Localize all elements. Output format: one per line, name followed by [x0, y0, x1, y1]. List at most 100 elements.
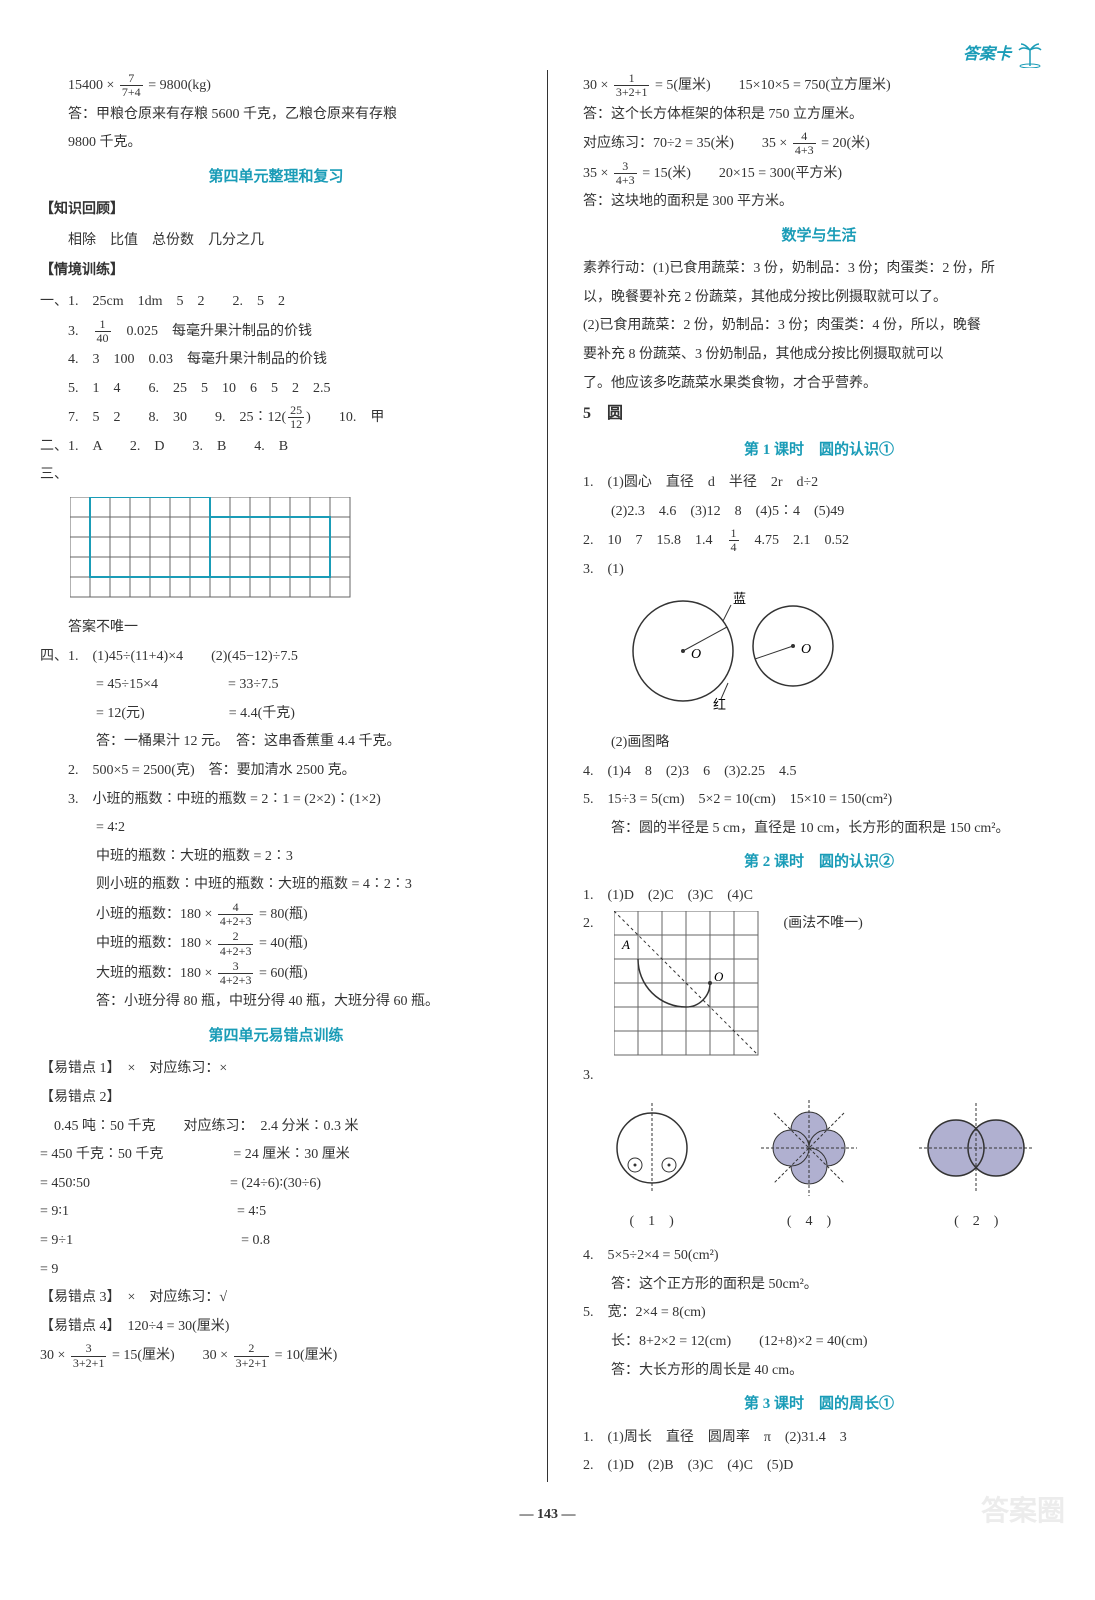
blank-2: ( 4 ) [754, 1209, 864, 1236]
text-line: = 12(元) = 4.4(千克) [40, 701, 512, 728]
text-line: 5. 15÷3 = 5(cm) 5×2 = 10(cm) 15×10 = 150… [583, 787, 1055, 814]
sub-heading: 【知识回顾】 [40, 197, 512, 224]
symmetry-diagrams: ( 1 ) ( 4 ) [583, 1098, 1055, 1235]
label-A: A [621, 937, 630, 952]
text-line: 答：甲粮仓原来有存粮 5600 千克，乙粮仓原来有存粮 [40, 102, 512, 129]
sym-fig-2: ( 4 ) [754, 1098, 864, 1235]
text-line: = 450 千克∶50 千克 = 24 厘米∶30 厘米 [40, 1142, 512, 1169]
text-line: 三、 [40, 462, 512, 489]
text-line: 答：这个正方形的面积是 50cm²。 [583, 1272, 1055, 1299]
text-line: (2)画图略 [583, 730, 1055, 757]
text-line: 一、1. 25cm 1dm 5 2 2. 5 2 [40, 289, 512, 316]
text-line: 2. 500×5 = 2500(克) 答：要加清水 2500 克。 [40, 758, 512, 785]
page-number: — 143 — [40, 1502, 1055, 1529]
text-line: 相除 比值 总份数 几分之几 [40, 228, 512, 255]
text-line: 要补充 8 份蔬菜、3 份奶制品，其他成分按比例摄取就可以 [583, 342, 1055, 369]
text-line: 1. (1)圆心 直径 d 半径 2r d÷2 [583, 470, 1055, 497]
text-line: 小班的瓶数：180 × 44+2+3 = 80(瓶) [40, 901, 512, 929]
text-line: 长：8+2×2 = 12(cm) (12+8)×2 = 40(cm) [583, 1329, 1055, 1356]
text-line: 3. 140 0.025 每毫升果汁制品的价钱 [40, 318, 512, 346]
label-o3: O [714, 969, 724, 984]
text-line: 1. (1)周长 直径 圆周率 π (2)31.4 3 [583, 1425, 1055, 1452]
sym-fig-1: ( 1 ) [597, 1098, 707, 1235]
text-line: 5. 1 4 6. 25 5 10 6 5 2 2.5 [40, 376, 512, 403]
unit-heading: 5 圆 [583, 399, 1055, 429]
sub-heading: 【情境训练】 [40, 258, 512, 285]
content-columns: 15400 × 77+4 = 9800(kg) 答：甲粮仓原来有存粮 5600 … [40, 70, 1055, 1482]
text-line: 答：这块地的面积是 300 平方米。 [583, 189, 1055, 216]
q2-row: 2. A O (画法不唯一) [583, 911, 1055, 1061]
text-line: 对应练习：70÷2 = 35(米) 35 × 44+3 = 20(米) [583, 130, 1055, 158]
text-line: 7. 5 2 8. 30 9. 25∶12(2512) 10. 甲 [40, 404, 512, 432]
text-line: 中班的瓶数∶大班的瓶数 = 2∶3 [40, 844, 512, 871]
text-line: 【易错点 3】 × 对应练习：√ [40, 1285, 512, 1312]
text-line: 答：大长方形的周长是 40 cm。 [583, 1358, 1055, 1385]
watermark: 答案圈 [981, 1485, 1065, 1538]
grid-spiral-diagram: A O [614, 911, 764, 1061]
text-line: 素养行动：(1)已食用蔬菜：3 份，奶制品：3 份；肉蛋类：2 份，所 [583, 256, 1055, 283]
column-divider [547, 70, 548, 1482]
text-line: 则小班的瓶数∶中班的瓶数∶大班的瓶数 = 4∶2∶3 [40, 872, 512, 899]
text-line: 30 × 13+2+1 = 5(厘米) 15×10×5 = 750(立方厘米) [583, 72, 1055, 100]
text-line: 答：圆的半径是 5 cm，直径是 10 cm，长方形的面积是 150 cm²。 [583, 816, 1055, 843]
label-o: O [691, 647, 701, 662]
section-title: 第 2 课时 圆的认识② [583, 848, 1055, 877]
grid-diagram-1 [70, 497, 512, 607]
header-logo: 答案卡 [963, 40, 1045, 70]
left-column: 15400 × 77+4 = 9800(kg) 答：甲粮仓原来有存粮 5600 … [40, 70, 512, 1482]
text-line: (2)2.3 4.6 (3)12 8 (4)5∶4 (5)49 [583, 499, 1055, 526]
section-title: 第四单元易错点训练 [40, 1022, 512, 1051]
text-line: 9800 千克。 [40, 130, 512, 157]
text-line: 30 × 33+2+1 = 15(厘米) 30 × 23+2+1 = 10(厘米… [40, 1342, 512, 1370]
two-circles-diagram: O O 蓝 红 [613, 591, 1055, 722]
label-red: 红 [713, 697, 726, 711]
text-line: = 450∶50 = (24÷6)∶(30÷6) [40, 1171, 512, 1198]
label-o2: O [801, 642, 811, 657]
q2-label: 2. [583, 911, 594, 1061]
text-line: 答：这个长方体框架的体积是 750 立方厘米。 [583, 102, 1055, 129]
label-blue: 蓝 [733, 591, 746, 606]
text-line: 【易错点 1】 × 对应练习：× [40, 1056, 512, 1083]
text-line: 【易错点 2】 [40, 1085, 512, 1112]
text-line: 了。他应该多吃蔬菜水果类食物，才合乎营养。 [583, 371, 1055, 398]
section-title: 第 3 课时 圆的周长① [583, 1390, 1055, 1419]
text-line: 以，晚餐要补充 2 份蔬菜，其他成分按比例摄取就可以了。 [583, 285, 1055, 312]
section-title: 数学与生活 [583, 222, 1055, 251]
right-column: 30 × 13+2+1 = 5(厘米) 15×10×5 = 750(立方厘米) … [583, 70, 1055, 1482]
text-line: 4. 5×5÷2×4 = 50(cm²) [583, 1243, 1055, 1270]
text-line: 2. 10 7 15.8 1.4 14 4.75 2.1 0.52 [583, 527, 1055, 555]
blank-1: ( 1 ) [597, 1209, 707, 1236]
text-line: 四、1. (1)45÷(11+4)×4 (2)(45−12)÷7.5 [40, 644, 512, 671]
text-line: = 45÷15×4 = 33÷7.5 [40, 672, 512, 699]
text-line: 35 × 34+3 = 15(米) 20×15 = 300(平方米) [583, 160, 1055, 188]
text-line: 答：一桶果汁 12 元。 答：这串香蕉重 4.4 千克。 [40, 729, 512, 756]
text-line: 3. (1) [583, 557, 1055, 584]
text-line: 二、1. A 2. D 3. B 4. B [40, 434, 512, 461]
text-line: 【易错点 4】 120÷4 = 30(厘米) [40, 1314, 512, 1341]
text-line: 5. 宽：2×4 = 8(cm) [583, 1300, 1055, 1327]
q2-note: (画法不唯一) [784, 911, 863, 1061]
text-line: 大班的瓶数：180 × 34+2+3 = 60(瓶) [40, 960, 512, 988]
text-line: 答案不唯一 [40, 615, 512, 642]
sym-fig-3: ( 2 ) [911, 1098, 1041, 1235]
text-line: = 9∶1 = 4∶5 [40, 1199, 512, 1226]
text-line: 4. (1)4 8 (2)3 6 (3)2.25 4.5 [583, 759, 1055, 786]
blank-3: ( 2 ) [911, 1209, 1041, 1236]
header-label: 答案卡 [963, 46, 1011, 63]
text-line: 2. (1)D (2)B (3)C (4)C (5)D [583, 1453, 1055, 1480]
section-title: 第四单元整理和复习 [40, 163, 512, 192]
text-line: 1. (1)D (2)C (3)C (4)C [583, 883, 1055, 910]
text-line: 答：小班分得 80 瓶，中班分得 40 瓶，大班分得 60 瓶。 [40, 989, 512, 1016]
text-line: 0.45 吨∶50 千克 对应练习： 2.4 分米∶0.3 米 [40, 1114, 512, 1141]
text-line: = 9 [40, 1257, 512, 1284]
text-line: = 4∶2 [40, 815, 512, 842]
text-line: 3. 小班的瓶数∶中班的瓶数 = 2∶1 = (2×2)∶(1×2) [40, 787, 512, 814]
text-line: 15400 × 77+4 = 9800(kg) [40, 72, 512, 100]
text-line: 中班的瓶数：180 × 24+2+3 = 40(瓶) [40, 930, 512, 958]
text-line: (2)已食用蔬菜：2 份，奶制品：3 份；肉蛋类：4 份，所以，晚餐 [583, 313, 1055, 340]
text-line: = 9÷1 = 0.8 [40, 1228, 512, 1255]
text-line: 3. [583, 1063, 1055, 1090]
text-line: 4. 3 100 0.03 每毫升果汁制品的价钱 [40, 347, 512, 374]
palm-icon [1015, 42, 1045, 68]
section-title: 第 1 课时 圆的认识① [583, 436, 1055, 465]
